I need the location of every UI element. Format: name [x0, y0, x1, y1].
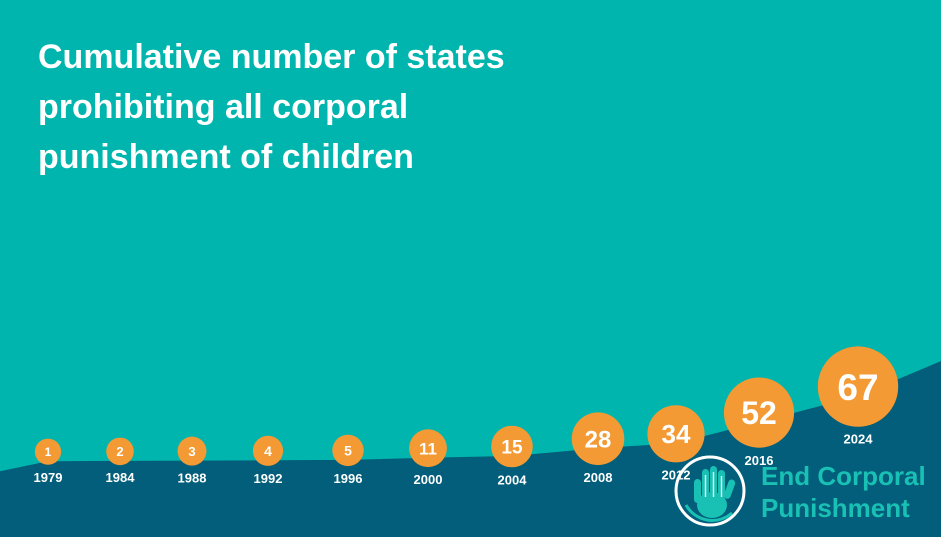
value-label-1979: 1 [45, 445, 52, 459]
value-label-1992: 4 [264, 443, 272, 459]
value-label-2008: 28 [585, 426, 612, 453]
bubble-2008 [571, 412, 625, 466]
title-line-3: punishment of children [38, 138, 414, 176]
hand-globe-icon [674, 455, 746, 527]
year-label-2008: 2008 [584, 470, 613, 485]
year-label-2016: 2016 [745, 453, 774, 468]
bubble-2012 [647, 405, 705, 463]
bubble-1979 [34, 438, 62, 465]
end-corporal-punishment-logo: End Corporal Punishment [672, 453, 932, 529]
title-line-2: prohibiting all corporal [38, 88, 409, 126]
bubble-2016 [723, 377, 795, 448]
year-label-2000: 2000 [414, 472, 443, 487]
bubble-2000 [409, 429, 447, 468]
title-line-1: Cumulative number of states [38, 38, 505, 76]
year-label-1979: 1979 [34, 470, 63, 485]
value-label-2004: 15 [501, 437, 523, 458]
bubble-1984 [106, 437, 134, 466]
bubble-1988 [177, 436, 207, 466]
logo-line-1: End Corporal [761, 461, 926, 491]
year-label-1984: 1984 [106, 470, 136, 485]
value-label-2000: 11 [419, 439, 437, 458]
chart-title: Cumulative number of states prohibiting … [38, 32, 598, 182]
value-label-2016: 52 [741, 395, 777, 431]
logo-line-2: Punishment [761, 493, 910, 523]
data-bubbles: 1 1979 2 1984 3 1988 4 1992 5 1996 11 2000 15 2004 28 2… [34, 346, 899, 487]
year-label-1996: 1996 [334, 471, 363, 486]
value-label-2024: 67 [837, 367, 878, 408]
bubble-1996 [332, 434, 364, 467]
bubble-1992 [252, 435, 284, 466]
year-label-2024: 2024 [844, 432, 874, 447]
value-label-1988: 3 [188, 444, 195, 459]
year-label-2004: 2004 [498, 472, 528, 487]
logo-wordmark: End Corporal Punishment [761, 460, 926, 524]
year-label-1988: 1988 [178, 471, 207, 486]
bubble-2024 [817, 346, 899, 427]
year-label-1992: 1992 [254, 471, 283, 486]
value-label-1984: 2 [116, 444, 123, 459]
value-label-1996: 5 [344, 443, 352, 459]
bubble-2004 [491, 425, 533, 468]
value-label-2012: 34 [662, 419, 691, 449]
